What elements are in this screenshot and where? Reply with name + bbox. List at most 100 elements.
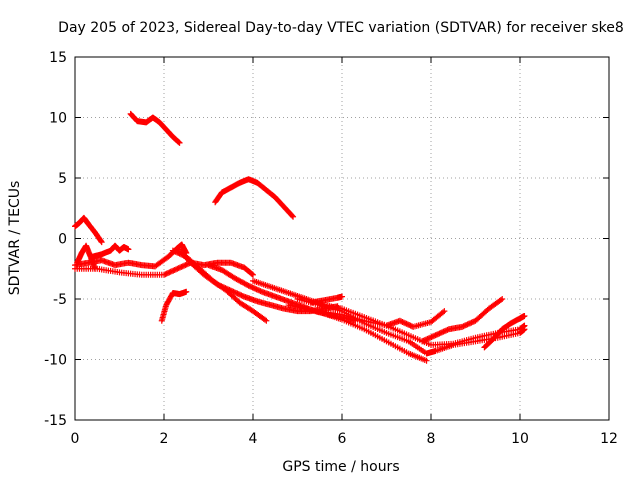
- x-axis: 0 2 4 6 8 10 12: [71, 57, 618, 447]
- data-point: [237, 291, 244, 298]
- data-point: [396, 317, 403, 324]
- data-point: [245, 282, 252, 289]
- data-point: [521, 312, 528, 319]
- series-track-m: [285, 302, 430, 364]
- data-point: [431, 332, 438, 339]
- data-point: [165, 269, 172, 276]
- data-point: [246, 283, 253, 290]
- data-point: [465, 320, 472, 327]
- data-point: [425, 335, 432, 342]
- data-point: [173, 266, 180, 273]
- y-axis: -15 -10 -5 0 5 10 15: [44, 50, 609, 429]
- data-point: [432, 332, 439, 339]
- data-point: [402, 320, 409, 327]
- data-point: [257, 288, 264, 295]
- y-axis-label: SDTVAR / TECUs: [7, 181, 23, 296]
- x-axis-label: GPS time / hours: [282, 459, 399, 475]
- data-point: [420, 337, 427, 344]
- data-point: [249, 284, 256, 291]
- series-track-c: [72, 214, 105, 246]
- data-point: [175, 265, 182, 272]
- series-track-r: [481, 312, 528, 351]
- x-tick-label: 12: [600, 431, 618, 447]
- data-point: [250, 285, 257, 292]
- data-point: [463, 322, 470, 329]
- data-point: [171, 266, 178, 273]
- data-point: [235, 291, 242, 298]
- data-point: [254, 286, 261, 293]
- data-point: [238, 292, 245, 299]
- data-point: [467, 320, 474, 327]
- data-point: [406, 322, 413, 329]
- data-point: [163, 270, 170, 277]
- data-point: [424, 335, 431, 342]
- data-point: [252, 285, 259, 292]
- series-track-o: [307, 293, 345, 306]
- data-point: [244, 281, 251, 288]
- data-point: [461, 322, 468, 329]
- data-point: [180, 252, 187, 259]
- data-point: [437, 329, 444, 336]
- data-point: [403, 320, 410, 327]
- data-point: [161, 271, 167, 278]
- data-point: [460, 323, 467, 330]
- data-point: [167, 268, 174, 275]
- data-point: [263, 317, 270, 324]
- y-tick-label: 0: [58, 232, 67, 248]
- data-point: [433, 331, 440, 338]
- series-track-f: [72, 241, 190, 270]
- data-point: [427, 334, 434, 341]
- x-tick-label: 8: [427, 431, 436, 447]
- data-point: [421, 337, 428, 344]
- data-point: [423, 357, 430, 364]
- data-point: [400, 319, 407, 326]
- data-point: [181, 262, 188, 269]
- data-point: [178, 263, 185, 270]
- data-point: [98, 238, 105, 245]
- data-point: [440, 328, 447, 335]
- data-point: [249, 271, 256, 278]
- x-tick-label: 6: [338, 431, 347, 447]
- data-point: [175, 138, 182, 145]
- series-track-a: [127, 110, 183, 146]
- y-tick-label: -10: [44, 353, 67, 369]
- data-point: [469, 318, 476, 325]
- data-point: [399, 318, 406, 325]
- data-point: [521, 326, 528, 333]
- data-point: [440, 309, 447, 316]
- data-point: [162, 271, 169, 278]
- series-track-e: [89, 242, 132, 260]
- data-point: [441, 328, 448, 335]
- data-point: [443, 327, 450, 334]
- data-point: [98, 239, 105, 246]
- data-point: [439, 329, 446, 336]
- data-point: [444, 326, 451, 333]
- data-point: [256, 287, 263, 294]
- data-point: [177, 251, 184, 258]
- x-tick-label: 0: [71, 431, 80, 447]
- data-point: [231, 289, 238, 296]
- data-point: [173, 249, 180, 256]
- data-point: [177, 264, 184, 271]
- data-point: [435, 331, 442, 338]
- data-point: [404, 321, 411, 328]
- data-point: [169, 268, 176, 275]
- data-point: [169, 247, 176, 254]
- data-point: [262, 316, 269, 323]
- data-point: [289, 212, 296, 219]
- data-point: [441, 308, 448, 315]
- data-point: [248, 283, 255, 290]
- data-point: [233, 289, 240, 296]
- data-point: [464, 321, 471, 328]
- data-point: [423, 336, 430, 343]
- x-tick-label: 2: [160, 431, 169, 447]
- data-point: [497, 296, 504, 303]
- data-point: [407, 322, 414, 329]
- data-point: [429, 333, 436, 340]
- grid: [75, 57, 609, 420]
- x-tick-label: 10: [511, 431, 529, 447]
- data-point: [250, 271, 256, 278]
- data-point: [182, 262, 189, 269]
- data-point: [183, 288, 190, 295]
- data-point: [339, 293, 345, 300]
